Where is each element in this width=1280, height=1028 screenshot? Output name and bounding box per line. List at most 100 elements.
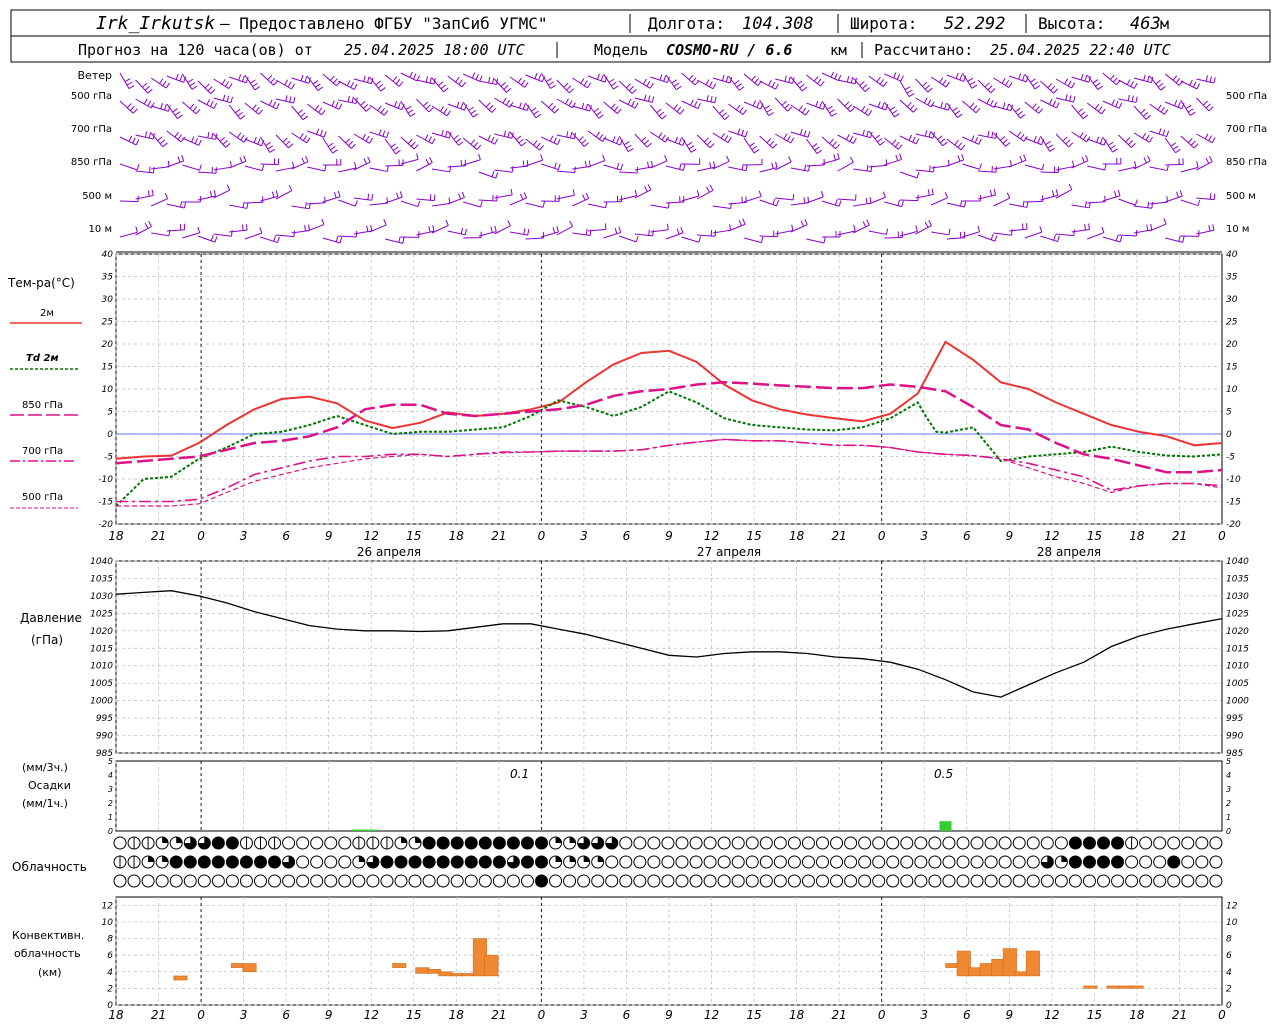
wind-barb-flag <box>847 76 848 82</box>
wind-barb-flag <box>1069 143 1073 147</box>
wind-barb-flag <box>1063 137 1067 141</box>
wind-barb-flag <box>537 143 541 148</box>
convective-bar <box>1084 986 1098 988</box>
wind-barb-flag <box>916 138 919 143</box>
cloud-fill-full <box>451 837 463 849</box>
wind-barb-flag <box>256 107 260 112</box>
wind-barb-flag <box>564 83 568 87</box>
wind-barb-staff <box>276 168 294 171</box>
temperature-ytick-right: -5 <box>1226 453 1235 463</box>
wind-barb-flag <box>461 103 463 109</box>
wind-barb-flag <box>883 82 887 87</box>
wind-barb-flag <box>1011 229 1012 235</box>
cloud-fill-full <box>493 856 505 868</box>
wind-barb-flag <box>446 220 449 225</box>
wind-barb-flag <box>239 75 241 81</box>
wind-barb-flag <box>988 86 992 90</box>
hour-tick-label: 9 <box>1005 529 1013 543</box>
wind-barb-flag <box>447 111 450 116</box>
cloud-fill-full <box>1083 837 1095 849</box>
wind-barb-flag <box>371 225 372 231</box>
wind-barb-flag <box>1206 75 1207 81</box>
cloud-circle <box>957 875 969 887</box>
wind-barb-staff <box>838 99 851 112</box>
wind-barb-flag <box>458 142 463 146</box>
wind-barb-flag <box>1065 79 1068 84</box>
wind-barb-flag <box>1159 128 1161 134</box>
wind-barb-flag <box>165 193 167 198</box>
wind-barb-flag <box>1098 107 1102 112</box>
station-name: Irk_Irkutsk <box>96 13 215 34</box>
cloud-fill-full <box>437 837 449 849</box>
wind-barb-staff <box>775 162 791 170</box>
wind-barb-flag <box>583 195 586 200</box>
wind-barb-flag <box>769 113 774 116</box>
cloud-circle <box>184 875 196 887</box>
wind-barb-flag <box>211 235 213 241</box>
computed-label: Рассчитано: <box>874 41 973 59</box>
wind-barb-flag <box>697 190 699 196</box>
wind-barb-flag <box>1135 200 1137 206</box>
wind-barb-staff <box>198 136 216 139</box>
wind-barb-staff <box>853 78 865 92</box>
wind-barb-flag <box>928 100 931 105</box>
wind-barb-flag <box>226 143 230 147</box>
cloud-circle <box>704 837 716 849</box>
cloud-circle <box>718 875 730 887</box>
wind-barb-staff <box>167 161 184 167</box>
wind-barb-flag <box>603 155 605 161</box>
wind-barb-flag <box>1190 80 1193 85</box>
wind-barb-flag <box>683 165 684 171</box>
wind-barb-flag <box>787 136 790 141</box>
wind-barb-flag <box>190 83 195 86</box>
model-label: Модель <box>594 41 648 59</box>
wind-barb-staff <box>916 134 934 138</box>
cloud-circle <box>297 875 309 887</box>
wind-barb-flag <box>516 136 521 140</box>
precip-ytick-right: 4 <box>1226 771 1231 780</box>
wind-barb-flag <box>136 227 138 233</box>
wind-barb-flag <box>895 142 899 147</box>
wind-barb-flag <box>521 142 526 146</box>
wind-barb-flag <box>801 221 803 226</box>
wind-barb-flag <box>338 191 340 197</box>
wind-barb-flag <box>288 82 291 87</box>
wind-barb-flag <box>1021 134 1024 139</box>
wind-barb-staff <box>947 139 961 150</box>
wind-barb-staff <box>853 225 869 233</box>
wind-barb-flag <box>930 165 931 171</box>
precip-ytick-right: 5 <box>1226 757 1231 766</box>
cloud-circle <box>802 875 814 887</box>
wind-barb-flag <box>554 137 557 142</box>
hour-tick-label: 18 <box>449 1008 465 1022</box>
hour-tick-label: 9 <box>1005 1008 1013 1022</box>
wind-barb-flag <box>1146 115 1150 119</box>
wind-barb-flag <box>193 107 197 112</box>
wind-barb-flag <box>651 161 652 167</box>
convective-bar <box>485 955 499 976</box>
cloud-fill-full <box>536 837 548 849</box>
wind-barb-flag <box>1213 224 1214 230</box>
wind-barb-staff <box>978 171 996 172</box>
cloud-circle <box>212 875 224 887</box>
wind-barb-staff <box>245 166 262 171</box>
pressure-unit: (гПа) <box>31 633 63 647</box>
wind-barb-flag <box>742 164 743 170</box>
wind-barb-flag <box>1173 146 1178 149</box>
wind-barb-flag <box>962 154 964 160</box>
wind-barb-flag <box>1118 190 1120 196</box>
wind-barb-flag <box>938 136 943 140</box>
wind-barb-flag <box>298 110 303 114</box>
wind-barb-staff <box>1087 166 1105 170</box>
wind-barb-flag <box>178 135 182 140</box>
cloud-circle <box>339 856 351 868</box>
wind-barb-flag <box>391 144 396 147</box>
cloud-fill-full <box>1168 856 1180 868</box>
wind-barb-flag <box>880 141 885 145</box>
wind-barb-flag <box>1156 80 1161 84</box>
wind-barb-flag <box>491 227 492 233</box>
wind-barb-flag <box>907 102 911 106</box>
wind-barb-flag <box>860 82 865 86</box>
wind-barb-flag <box>943 80 946 85</box>
cloud-circle <box>817 856 829 868</box>
